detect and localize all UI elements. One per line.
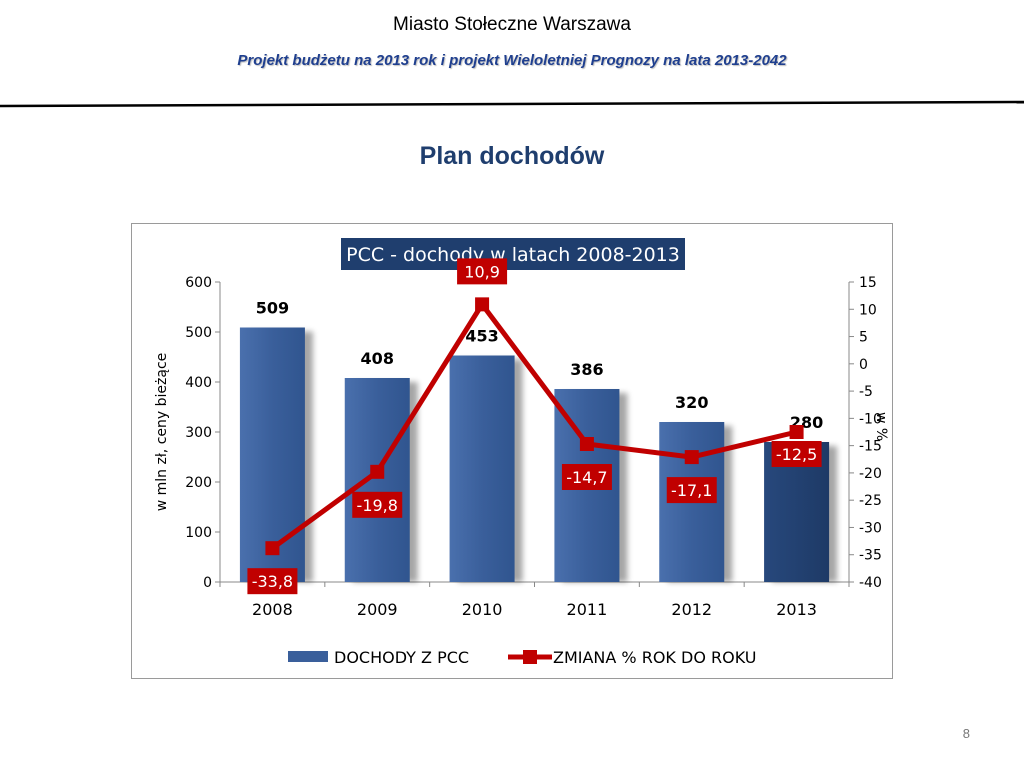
y2-tick-label: 5 (859, 330, 868, 346)
line-label-box (457, 258, 508, 285)
legend-line-marker (523, 650, 537, 664)
bar (344, 378, 410, 582)
y2-tick-label: -40 (859, 575, 882, 591)
y-tick-label: 400 (185, 375, 212, 391)
line-label-box (561, 464, 612, 490)
chart-title: PCC - dochody w latach 2008-2013 (346, 244, 680, 266)
bar-value-label: 386 (570, 360, 603, 379)
y2-tick-label: -25 (859, 493, 882, 509)
y2-tick-label: -30 (859, 520, 882, 536)
line-label-box (352, 491, 403, 518)
chart-container: PCC - dochody w latach 2008-2013 0 100 200 3… (131, 223, 893, 679)
line-marker (789, 425, 804, 439)
y-tick-label: 100 (185, 525, 212, 541)
y2-tick-label: -20 (859, 466, 882, 482)
line-marker (370, 464, 385, 479)
page-number: 8 (962, 726, 970, 741)
presentation-subtitle: Projekt budżetu na 2013 rok i projekt Wi… (237, 52, 787, 69)
line-marker (265, 541, 280, 556)
combo-chart: PCC - dochody w latach 2008-201301002003… (154, 238, 889, 667)
bar-value-label: 509 (256, 299, 289, 318)
x-tick-label: 2013 (776, 600, 817, 619)
bar-value-label: 453 (465, 327, 498, 346)
y2-tick-label: -5 (859, 384, 873, 400)
legend-bar-label: DOCHODY Z PCC (334, 648, 469, 667)
x-tick-label: 2009 (357, 600, 398, 619)
line-label-box (247, 568, 298, 595)
line-label-box (771, 441, 822, 467)
y-tick-label: 600 (185, 275, 212, 291)
line-label-box (666, 477, 717, 504)
y2-axis-title: w % (873, 412, 889, 441)
change-line (270, 301, 798, 551)
line-value-label: 10,9 (464, 262, 500, 281)
line-marker (475, 297, 490, 312)
line-value-label: -14,7 (566, 468, 607, 487)
bar-label-box (247, 295, 298, 320)
line-marker (684, 450, 699, 465)
y2-tick-label: -35 (859, 548, 882, 564)
y2-tick-label: -10 (859, 411, 882, 427)
y-tick-label: 300 (185, 425, 212, 441)
bar-value-label: 320 (675, 393, 708, 412)
y2-tick-label: 10 (859, 302, 877, 318)
line-value-label: -33,8 (252, 572, 293, 591)
bar-label-box (352, 346, 403, 370)
chart-title-box (341, 238, 685, 270)
bar (449, 355, 515, 582)
y2-tick-label: -15 (859, 439, 882, 455)
y-tick-label: 0 (203, 575, 212, 591)
x-tick-label: 2011 (567, 600, 608, 619)
line-marker (579, 437, 594, 451)
y-tick-label: 500 (185, 325, 212, 341)
y-axis-title: w mln zł, ceny bieżące (154, 353, 170, 512)
line-value-label: -12,5 (776, 445, 817, 464)
y2-tick-label: 15 (859, 275, 877, 291)
line-value-label: -19,8 (357, 496, 398, 515)
bar-label-box (561, 357, 612, 381)
x-tick-label: 2010 (462, 600, 503, 619)
x-tick-label: 2008 (252, 600, 293, 619)
y2-tick-label: 0 (859, 357, 868, 373)
organization-title: Miasto Stołeczne Warszawa (393, 14, 631, 35)
y-tick-label: 200 (185, 475, 212, 491)
header-divider (0, 100, 1024, 108)
legend-bar-swatch (288, 651, 328, 662)
bar-value-label: 408 (361, 349, 394, 368)
bar-label-box (666, 390, 717, 414)
legend-line-label: ZMIANA % ROK DO ROKU (553, 648, 757, 667)
slide-title: Plan dochodów (419, 142, 605, 170)
x-tick-label: 2012 (671, 600, 712, 619)
line-value-label: -17,1 (671, 481, 712, 500)
bar (239, 327, 305, 582)
